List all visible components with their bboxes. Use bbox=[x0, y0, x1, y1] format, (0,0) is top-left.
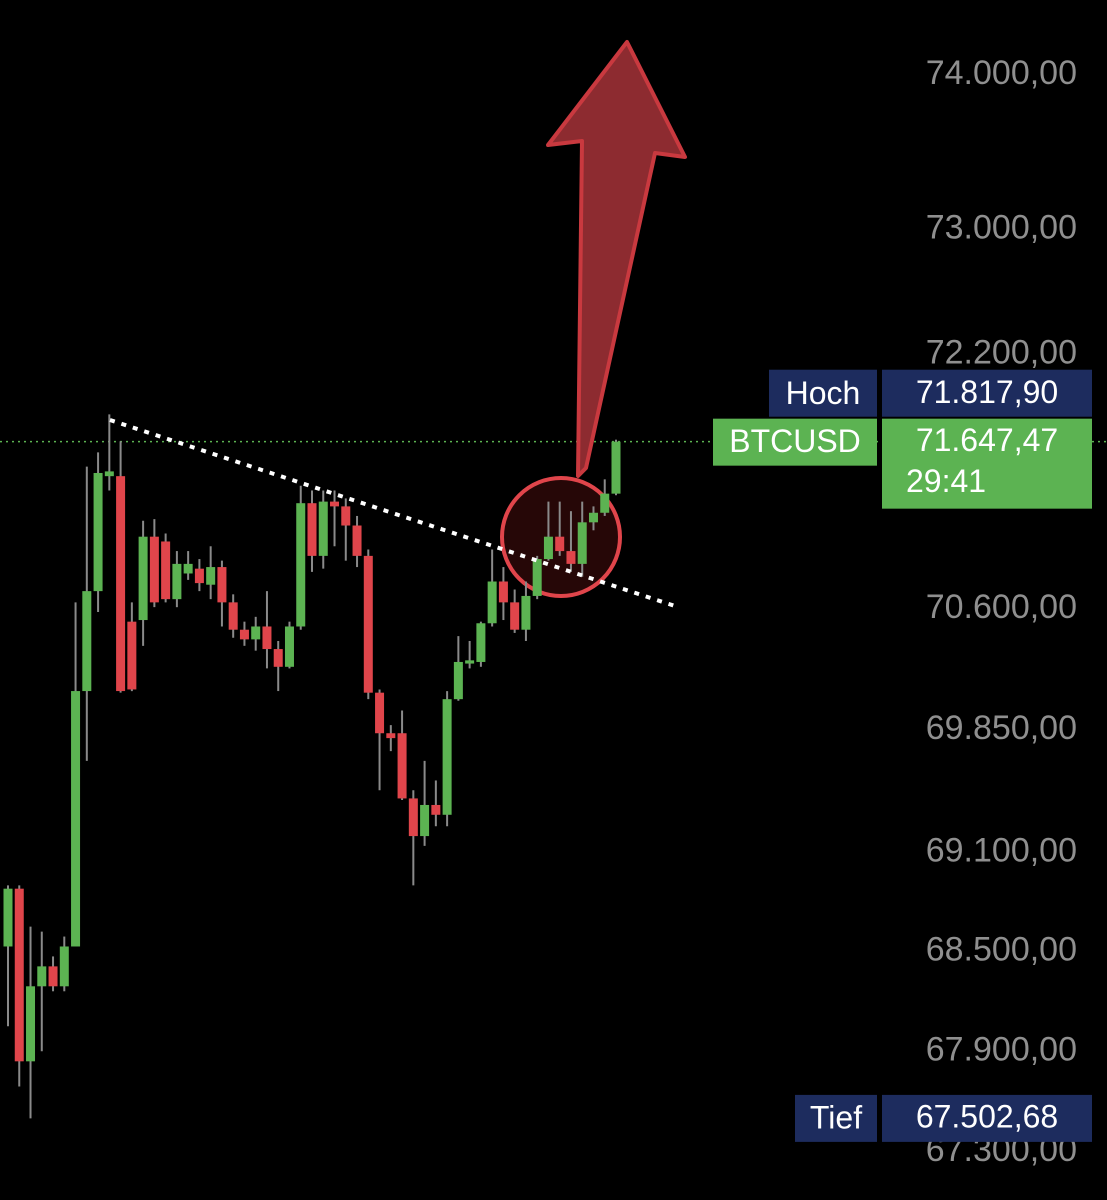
candle-body bbox=[59, 946, 69, 987]
low-value: 67.502,68 bbox=[916, 1098, 1058, 1134]
candle-body bbox=[521, 595, 531, 630]
candle-body bbox=[566, 551, 576, 564]
y-tick-label: 72.200,00 bbox=[926, 333, 1077, 371]
candle-body bbox=[149, 536, 159, 603]
high-label-box bbox=[769, 369, 877, 417]
candle-body bbox=[600, 493, 610, 513]
candle-body bbox=[611, 441, 621, 494]
candle-body bbox=[330, 501, 340, 507]
last-value-box bbox=[882, 418, 1092, 509]
candle-body bbox=[262, 626, 272, 650]
candle-body bbox=[420, 804, 430, 837]
candle-body bbox=[284, 626, 294, 667]
candle-body bbox=[375, 692, 385, 734]
candle-body bbox=[161, 541, 171, 600]
candle-body bbox=[127, 621, 137, 690]
low-value-box bbox=[882, 1094, 1092, 1142]
symbol-label: BTCUSD bbox=[729, 423, 861, 459]
y-tick-label: 74.000,00 bbox=[926, 54, 1077, 92]
candle-body bbox=[273, 649, 283, 667]
high-value-box bbox=[882, 369, 1092, 417]
candle-body bbox=[318, 501, 328, 556]
candle-body bbox=[26, 986, 36, 1062]
candle-body bbox=[183, 563, 193, 574]
up-arrow bbox=[546, 40, 687, 478]
candle-body bbox=[116, 476, 126, 692]
candle-body bbox=[543, 536, 553, 560]
candle-body bbox=[206, 567, 216, 585]
candle-body bbox=[487, 581, 497, 624]
y-tick-label: 69.850,00 bbox=[926, 709, 1077, 747]
candle-body bbox=[352, 525, 362, 556]
candle-body bbox=[465, 660, 475, 664]
low-label: Tief bbox=[810, 1099, 862, 1135]
y-tick-label: 68.500,00 bbox=[926, 930, 1077, 968]
y-tick-label: 70.600,00 bbox=[926, 588, 1077, 626]
candle-body bbox=[194, 568, 204, 584]
candle-body bbox=[408, 798, 418, 837]
candle-body bbox=[228, 602, 238, 630]
candle-body bbox=[510, 602, 520, 630]
low-label-box bbox=[795, 1094, 877, 1142]
candle-body bbox=[386, 733, 396, 739]
y-tick-label: 73.000,00 bbox=[926, 208, 1077, 246]
candle-body bbox=[3, 888, 13, 947]
countdown: 29:41 bbox=[906, 463, 986, 499]
candle-body bbox=[37, 966, 47, 987]
candle-body bbox=[577, 522, 587, 564]
candle-body bbox=[588, 512, 598, 523]
candle-body bbox=[48, 966, 58, 987]
trend-line bbox=[109, 418, 676, 608]
candle-body bbox=[498, 581, 508, 603]
candle-body bbox=[217, 567, 227, 603]
high-label: Hoch bbox=[786, 375, 861, 411]
candle-body bbox=[363, 555, 373, 693]
candle-body bbox=[397, 733, 407, 799]
candle-body bbox=[296, 503, 306, 627]
candle-body bbox=[82, 591, 92, 692]
candle-body bbox=[476, 623, 486, 662]
candle-body bbox=[104, 471, 114, 477]
candle-body bbox=[172, 563, 182, 600]
last-value: 71.647,47 bbox=[916, 422, 1058, 458]
candle-body bbox=[442, 699, 452, 815]
candle-body bbox=[307, 503, 317, 556]
candle-body bbox=[453, 661, 463, 700]
candle-body bbox=[14, 888, 24, 1062]
candle-body bbox=[431, 804, 441, 815]
candle-body bbox=[138, 536, 148, 621]
y-tick-label: 69.100,00 bbox=[926, 831, 1077, 869]
candle-body bbox=[251, 626, 261, 640]
candle-body bbox=[71, 691, 81, 947]
symbol-box bbox=[713, 418, 877, 466]
candle-body bbox=[532, 559, 542, 596]
candle-body bbox=[555, 536, 565, 552]
y-tick-label: 67.900,00 bbox=[926, 1030, 1077, 1068]
candle-body bbox=[341, 506, 351, 526]
high-value: 71.817,90 bbox=[916, 374, 1058, 410]
candle-body bbox=[239, 629, 249, 640]
candle-body bbox=[93, 472, 103, 592]
